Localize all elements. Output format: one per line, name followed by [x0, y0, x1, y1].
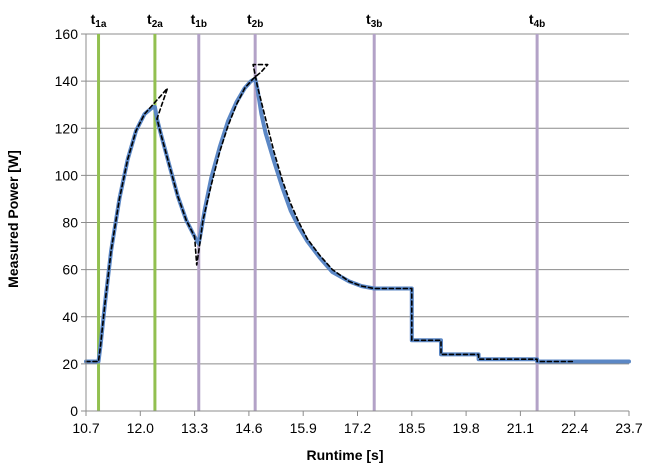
y-tick-label: 120 — [55, 120, 79, 136]
x-tick-labels: 10.7 12.0 13.3 14.6 15.9 17.2 18.5 19.8 21.1 22.4… — [72, 420, 642, 436]
x-tick-label: 17.2 — [344, 420, 371, 436]
axes — [81, 33, 630, 416]
y-tick-labels: 0 20 40 60 80 100 120 140 160 — [55, 26, 79, 419]
y-tick-label: 100 — [55, 167, 79, 183]
x-tick-label: 15.9 — [290, 420, 317, 436]
x-tick-label: 12.0 — [127, 420, 154, 436]
measured-power-line — [84, 76, 631, 364]
y-tick-label: 0 — [70, 403, 78, 419]
gridlines — [86, 33, 629, 365]
y-tick-label: 60 — [62, 262, 78, 278]
x-axis-label: Runtime [s] — [307, 447, 384, 463]
vertical-markers — [97, 34, 539, 411]
y-axis-label: Measured Power [W] — [5, 150, 21, 288]
x-tick-label: 21.1 — [507, 420, 534, 436]
x-tick-label: 10.7 — [72, 420, 99, 436]
y-tick-label: 80 — [62, 215, 78, 231]
y-tick-label: 40 — [62, 309, 78, 325]
fit-curve-dashed — [85, 63, 576, 363]
y-tick-label: 140 — [55, 73, 79, 89]
y-tick-label: 160 — [55, 26, 79, 42]
series-lines — [84, 63, 631, 364]
x-tick-label: 19.8 — [452, 420, 479, 436]
marker-label: t3b — [366, 11, 382, 30]
y-tick-label: 20 — [62, 356, 78, 372]
x-tick-label: 23.7 — [615, 420, 642, 436]
x-tick-label: 22.4 — [561, 420, 588, 436]
marker-label: t2b — [247, 11, 263, 30]
marker-label: t2a — [147, 11, 163, 30]
x-tick-label: 13.3 — [181, 420, 208, 436]
x-tick-label: 18.5 — [398, 420, 425, 436]
marker-label: t1a — [91, 11, 107, 30]
marker-label: t4b — [529, 11, 545, 30]
marker-labels: t1a t2a t1b t2b t3b t4b — [91, 11, 546, 30]
marker-label: t1b — [191, 11, 207, 30]
x-tick-label: 14.6 — [235, 420, 262, 436]
